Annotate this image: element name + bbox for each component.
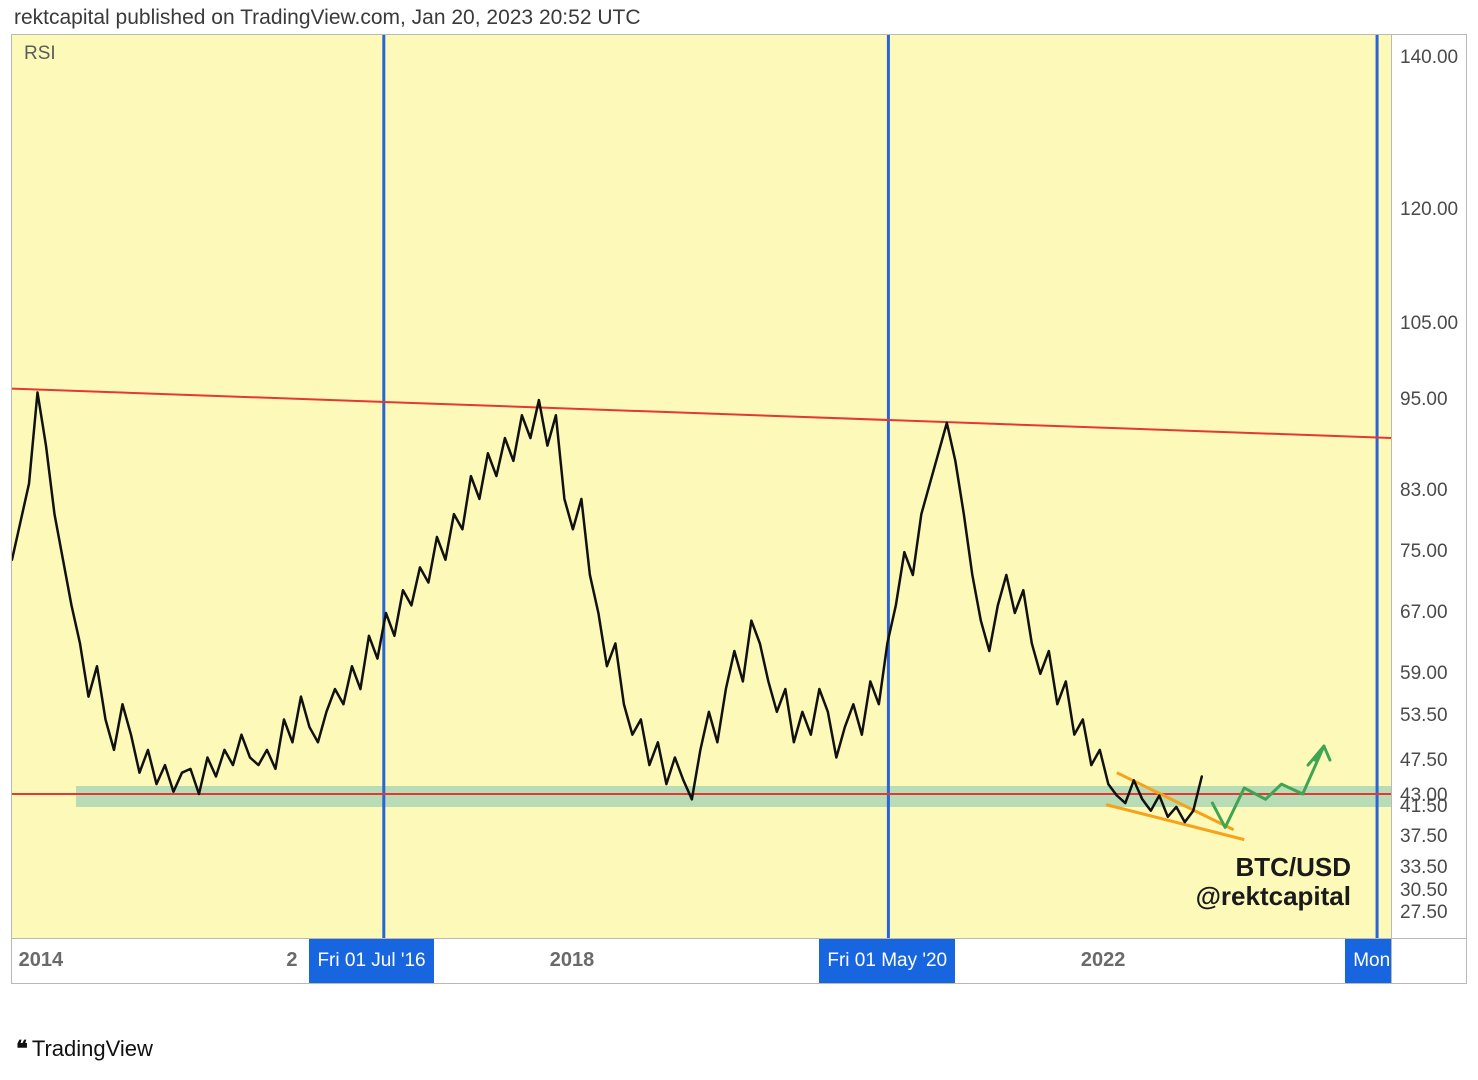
author-handle: @rektcapital	[1196, 882, 1351, 912]
pair-annotation: BTC/USD @rektcapital	[1196, 853, 1351, 913]
y-tick: 120.00	[1400, 199, 1458, 221]
y-tick: 37.50	[1400, 826, 1448, 848]
y-tick: 53.50	[1400, 705, 1448, 727]
y-tick: 67.00	[1400, 602, 1448, 624]
y-tick: 27.50	[1400, 902, 1448, 924]
tradingview-label: TradingView	[32, 1036, 153, 1062]
y-tick: 59.00	[1400, 663, 1448, 685]
x-flag: Fri 01 Jul '16	[309, 939, 433, 983]
publish-caption: rektcapital published on TradingView.com…	[14, 6, 641, 30]
x-tick: 2	[286, 949, 297, 972]
y-tick: 30.50	[1400, 880, 1448, 902]
chart-frame: RSI BTC/USD @rektcapital 140.00 120.00 105…	[11, 34, 1467, 984]
y-tick: 83.00	[1400, 480, 1448, 502]
x-flag: Fri 01 May '20	[819, 939, 955, 983]
y-tick: 140.00	[1400, 47, 1458, 69]
x-tick: 2014	[19, 949, 64, 972]
y-tick: 95.00	[1400, 389, 1448, 411]
y-tick: 33.50	[1400, 857, 1448, 879]
y-tick: 75.00	[1400, 541, 1448, 563]
y-tick: 47.50	[1400, 750, 1448, 772]
axis-corner	[1391, 938, 1466, 983]
y-tick: 105.00	[1400, 313, 1458, 335]
x-axis: 2014 2 2018 2022 Fri 01 Jul '16 Fri 01 May '2…	[12, 938, 1391, 983]
pair-symbol: BTC/USD	[1196, 853, 1351, 883]
x-tick: 2022	[1081, 949, 1126, 972]
chart-screenshot: rektcapital published on TradingView.com…	[0, 0, 1478, 1080]
plot-area[interactable]: RSI BTC/USD @rektcapital	[12, 35, 1391, 938]
chart-svg	[12, 35, 1391, 938]
y-tick: 41.50	[1400, 796, 1448, 818]
y-axis: 140.00 120.00 105.00 95.00 83.00 75.00 67.00 59…	[1391, 35, 1466, 938]
tradingview-logo: ❝ TradingView	[16, 1036, 153, 1062]
tradingview-icon: ❝	[16, 1036, 26, 1062]
x-tick: 2018	[550, 949, 595, 972]
